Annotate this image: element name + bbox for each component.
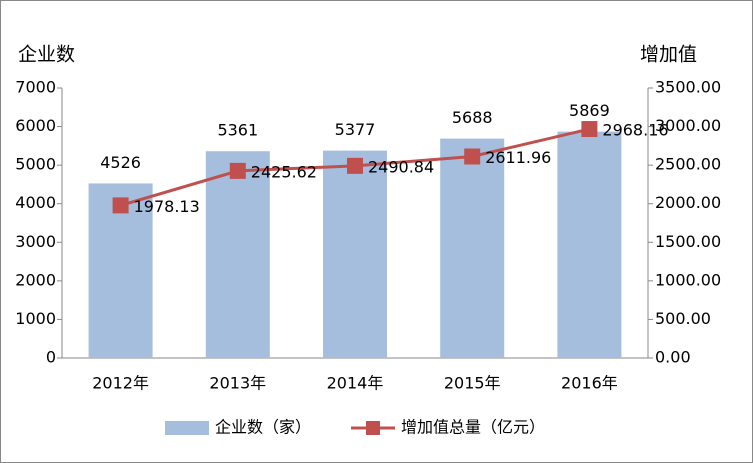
y-tick-label: 2000 <box>15 270 56 289</box>
y2-tick-label: 500.00 <box>655 309 711 328</box>
line-marker <box>229 162 246 179</box>
bar-value-label: 5377 <box>335 120 376 139</box>
line-value-label: 2490.84 <box>368 157 434 176</box>
y-tick-label: 0 <box>46 348 56 367</box>
y-tick-label: 6000 <box>15 116 56 135</box>
y2-tick-label: 3500.00 <box>655 78 721 97</box>
bar-value-label: 5361 <box>217 121 258 140</box>
y-axis-title: 企业数 <box>18 44 75 66</box>
y-tick-label: 3000 <box>15 232 56 251</box>
legend-label: 企业数（家） <box>215 418 311 437</box>
y2-tick-label: 0.00 <box>655 348 691 367</box>
y-tick-label: 1000 <box>15 309 56 328</box>
bar-value-label: 5869 <box>569 101 610 120</box>
x-tick-label: 2015年 <box>444 374 501 393</box>
y2-tick-label: 2000.00 <box>655 193 721 212</box>
line-value-label: 2968.16 <box>602 121 668 140</box>
legend-swatch <box>165 421 209 435</box>
legend-swatch <box>366 421 381 435</box>
bar <box>323 150 387 358</box>
bar-value-label: 4526 <box>100 153 141 172</box>
y-tick-label: 7000 <box>15 78 56 97</box>
bar <box>440 138 505 358</box>
line-marker <box>581 121 598 138</box>
y-tick-label: 4000 <box>15 193 56 212</box>
line-value-label: 2611.96 <box>485 148 551 167</box>
line-marker <box>112 197 129 214</box>
line-marker <box>464 148 481 165</box>
legend-label: 增加值总量（亿元） <box>401 418 545 437</box>
y2-tick-label: 1500.00 <box>655 232 721 251</box>
y2-tick-label: 1000.00 <box>655 270 721 289</box>
bar-value-label: 5688 <box>452 108 493 127</box>
y-tick-label: 5000 <box>15 155 56 174</box>
x-tick-label: 2014年 <box>327 374 384 393</box>
y2-axis-title: 增加值 <box>640 44 697 66</box>
x-tick-label: 2012年 <box>92 374 149 393</box>
x-tick-label: 2016年 <box>561 374 618 393</box>
bar <box>557 131 622 358</box>
line-value-label: 2425.62 <box>251 162 317 181</box>
line-value-label: 1978.13 <box>134 197 200 216</box>
y2-tick-label: 3000.00 <box>655 116 721 135</box>
y2-tick-label: 2500.00 <box>655 155 721 174</box>
bar <box>205 151 270 358</box>
x-tick-label: 2013年 <box>209 374 266 393</box>
line-marker <box>347 157 363 174</box>
